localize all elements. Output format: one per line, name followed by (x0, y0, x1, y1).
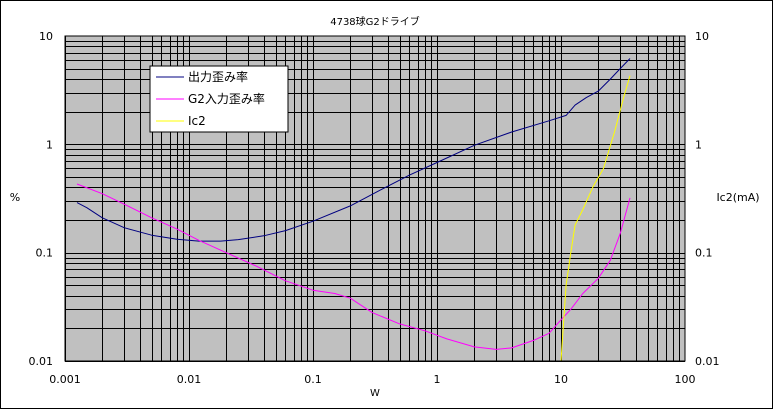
y-tick-label: 1 (46, 138, 53, 151)
y-tick-label: 0.01 (29, 355, 54, 368)
legend-label-ic2: Ic2 (188, 114, 206, 128)
x-tick-label: 0.01 (177, 373, 202, 386)
tick-labels: 0.001 0.01 0.1 1 10 100 0.01 0.1 1 10 0.01 0.1 1 10 (29, 30, 720, 386)
y2-tick-label: 1 (695, 138, 702, 151)
x-tick-label: 1 (434, 373, 441, 386)
x-axis-label: W (370, 388, 380, 399)
legend-label-g2-input-distortion: G2入力歪み率 (188, 91, 265, 106)
y-tick-label: 0.1 (36, 247, 54, 260)
x-tick-label: 10 (554, 373, 568, 386)
chart-title: 4738球G2ドライブ (330, 15, 420, 28)
y2-tick-label: 0.01 (695, 355, 720, 368)
x-tick-label: 100 (675, 373, 696, 386)
x-tick-label: 0.1 (304, 373, 322, 386)
series-line-g2-input-distortion (76, 183, 631, 350)
y2-tick-label: 0.1 (695, 247, 713, 260)
x-tick-label: 0.001 (49, 373, 81, 386)
legend-label-output-distortion: 出力歪み率 (188, 69, 248, 84)
y-tick-label: 10 (39, 30, 53, 43)
legend: 出力歪み率 G2入力歪み率 Ic2 (149, 65, 289, 133)
y2-axis-label: Ic2(mA) (716, 191, 759, 204)
y2-tick-label: 10 (695, 30, 709, 43)
plot-border (64, 35, 686, 362)
series-line-output-distortion (76, 58, 631, 242)
y-axis-label: % (10, 191, 20, 204)
